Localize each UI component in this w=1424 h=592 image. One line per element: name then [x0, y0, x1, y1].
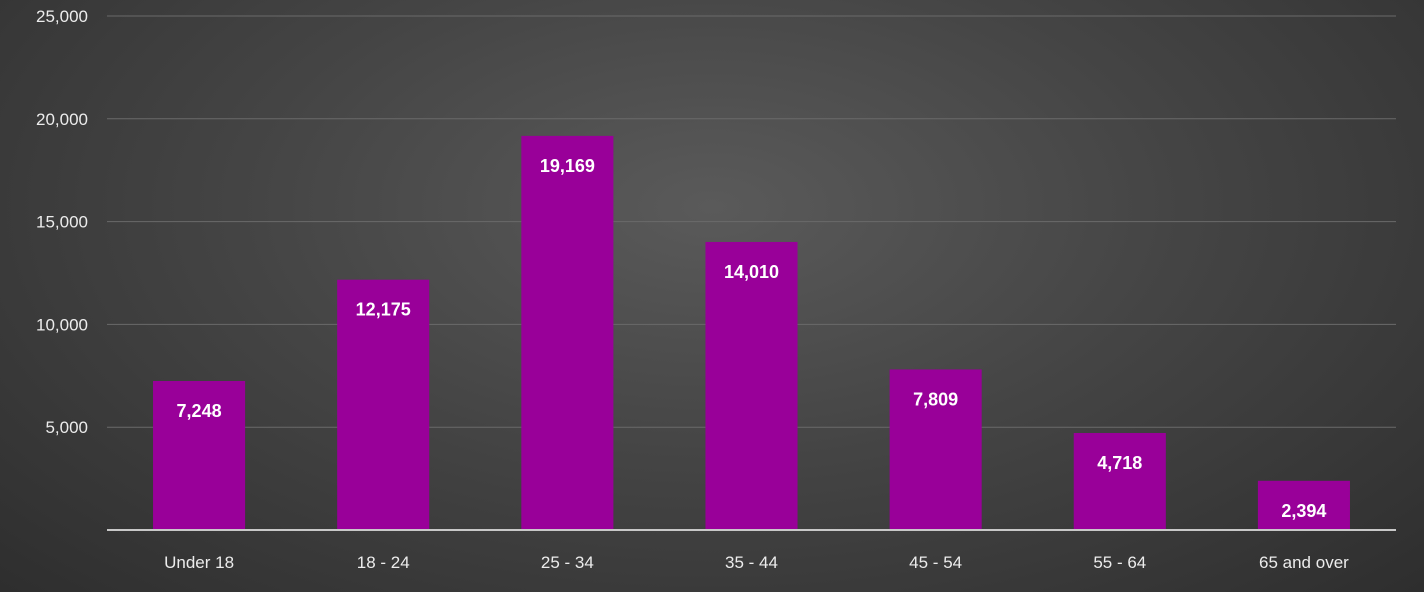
bar-value-label: 19,169 — [540, 156, 595, 176]
y-tick-label: 15,000 — [36, 213, 88, 232]
x-tick-label: 45 - 54 — [909, 553, 962, 572]
bar-value-label: 7,809 — [913, 389, 958, 409]
x-tick-label: 18 - 24 — [357, 553, 410, 572]
bar — [705, 241, 798, 530]
y-tick-label: 20,000 — [36, 110, 88, 129]
bar-value-label: 12,175 — [356, 300, 411, 320]
y-tick-label: 25,000 — [36, 7, 88, 26]
bar — [1073, 432, 1166, 530]
bars — [153, 135, 1350, 530]
x-tick-label: 55 - 64 — [1093, 553, 1146, 572]
bar — [153, 380, 246, 530]
bar — [1257, 480, 1350, 530]
bar — [337, 279, 430, 530]
y-tick-label: 5,000 — [45, 418, 88, 437]
x-tick-label: 65 and over — [1259, 553, 1349, 572]
y-axis-tick-labels: 5,000 10,000 15,000 20,000 25,000 — [36, 7, 88, 437]
bar-value-label: 7,248 — [177, 401, 222, 421]
x-tick-label: Under 18 — [164, 553, 234, 572]
bar-value-label: 14,010 — [724, 262, 779, 282]
bar — [889, 369, 982, 530]
x-tick-label: 25 - 34 — [541, 553, 594, 572]
y-tick-label: 10,000 — [36, 315, 88, 334]
x-axis-tick-labels: Under 18 18 - 24 25 - 34 35 - 44 45 - 54 55 -… — [164, 553, 1349, 572]
data-labels: 7,248 12,175 19,169 14,010 7,809 4,718 2,394 — [177, 156, 1327, 521]
gridlines — [107, 15, 1396, 428]
bar-value-label: 4,718 — [1097, 453, 1142, 473]
x-tick-label: 35 - 44 — [725, 553, 778, 572]
bar — [521, 135, 614, 530]
bar-value-label: 2,394 — [1281, 501, 1326, 521]
